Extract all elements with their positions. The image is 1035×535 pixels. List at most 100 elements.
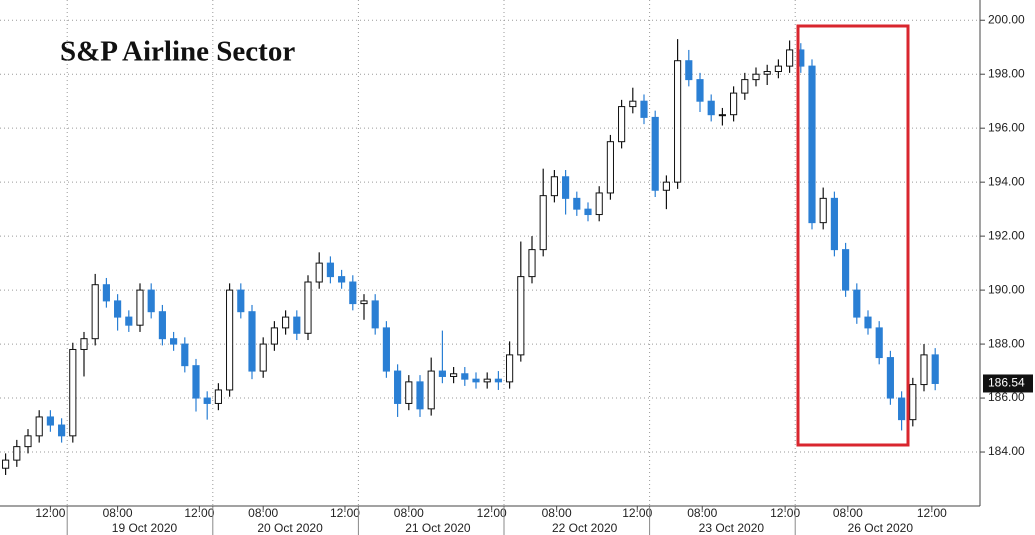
candle-body (326, 262, 334, 278)
candle-body (69, 348, 77, 437)
candle-body (58, 424, 66, 437)
candle-body (830, 197, 838, 251)
candle-body (819, 197, 827, 224)
candle-body (707, 100, 715, 116)
candle-body (427, 370, 435, 410)
candle-body (461, 373, 469, 380)
candle-body (595, 192, 603, 216)
candle-body (808, 65, 816, 224)
candle-body (102, 284, 110, 302)
candle-body (147, 289, 155, 313)
candle-body (450, 373, 458, 377)
candle-body (483, 378, 491, 383)
candle-body (80, 338, 88, 350)
day-label: 19 Oct 2020 (112, 521, 178, 535)
candle-body (842, 249, 850, 291)
y-tick-label: 200.00 (988, 12, 1025, 26)
candle-body (259, 343, 267, 372)
candle-body (416, 381, 424, 410)
candle-body (539, 195, 547, 251)
candle-body (618, 106, 626, 143)
candle-body (91, 284, 99, 340)
last-price-label: 186.54 (988, 376, 1025, 390)
candle-body (685, 60, 693, 81)
candle-body (606, 141, 614, 194)
candle-body (864, 316, 872, 329)
candle-body (203, 397, 211, 404)
candle-body (394, 370, 402, 404)
candle-body (494, 378, 502, 383)
candle-body (248, 311, 256, 372)
candle-body (13, 446, 21, 461)
candle-body (584, 208, 592, 216)
candle-body (382, 327, 390, 372)
candle-body (920, 354, 928, 386)
candle-body (517, 276, 525, 356)
candle-body (282, 316, 290, 329)
x-tick-label: 12:00 (35, 506, 65, 520)
day-label: 21 Oct 2020 (405, 521, 471, 535)
x-tick-label: 12:00 (917, 506, 947, 520)
day-label: 22 Oct 2020 (552, 521, 618, 535)
x-tick-label: 12:00 (184, 506, 214, 520)
x-tick-label: 08:00 (687, 506, 717, 520)
candle-body (181, 343, 189, 367)
candle-body (158, 311, 166, 340)
day-label: 26 Oct 2020 (848, 521, 914, 535)
y-tick-label: 190.00 (988, 282, 1025, 296)
highlight-box (796, 24, 910, 447)
candle-body (741, 79, 749, 94)
candle-body (931, 354, 939, 384)
candle-body (136, 289, 144, 326)
candle-body (349, 281, 357, 305)
candle-body (170, 338, 178, 345)
candle-body (46, 416, 54, 426)
x-tick-label: 08:00 (248, 506, 278, 520)
candle-body (550, 176, 558, 197)
chart-title: S&P Airline Sector (60, 36, 295, 68)
candle-body (270, 327, 278, 345)
candle-body (315, 262, 323, 283)
candle-body (24, 435, 32, 448)
candle-body (651, 116, 659, 191)
candle-body (909, 384, 917, 421)
candle-body (114, 300, 122, 318)
candle-body (730, 92, 738, 116)
candle-body (718, 114, 726, 117)
candle-body (35, 416, 43, 437)
candle-body (674, 60, 682, 183)
candle-body (360, 300, 368, 305)
candle-body (214, 389, 222, 404)
x-tick-label: 08:00 (542, 506, 572, 520)
candle-body (573, 197, 581, 210)
candle-body (763, 71, 771, 75)
candle-body (786, 49, 794, 67)
x-tick-label: 08:00 (833, 506, 863, 520)
candle-body (192, 365, 200, 399)
candle-body (696, 79, 704, 102)
candle-body (506, 354, 514, 383)
y-tick-label: 184.00 (988, 444, 1025, 458)
x-tick-label: 12:00 (770, 506, 800, 520)
y-tick-label: 192.00 (988, 228, 1025, 242)
y-tick-label: 186.00 (988, 390, 1025, 404)
candle-body (2, 459, 10, 469)
candle-body (472, 378, 480, 383)
candle-body (774, 65, 782, 73)
y-tick-label: 188.00 (988, 336, 1025, 350)
candle-body (640, 100, 648, 118)
candle-body (125, 316, 133, 326)
candle-body (371, 300, 379, 329)
y-tick-label: 194.00 (988, 174, 1025, 188)
candle-body (304, 281, 312, 334)
day-label: 20 Oct 2020 (257, 521, 323, 535)
candle-body (875, 327, 883, 359)
x-tick-label: 12:00 (330, 506, 360, 520)
last-price-box (983, 374, 1033, 393)
candle-body (438, 370, 446, 377)
x-tick-label: 12:00 (477, 506, 507, 520)
x-tick-label: 08:00 (394, 506, 424, 520)
x-tick-label: 12:00 (622, 506, 652, 520)
